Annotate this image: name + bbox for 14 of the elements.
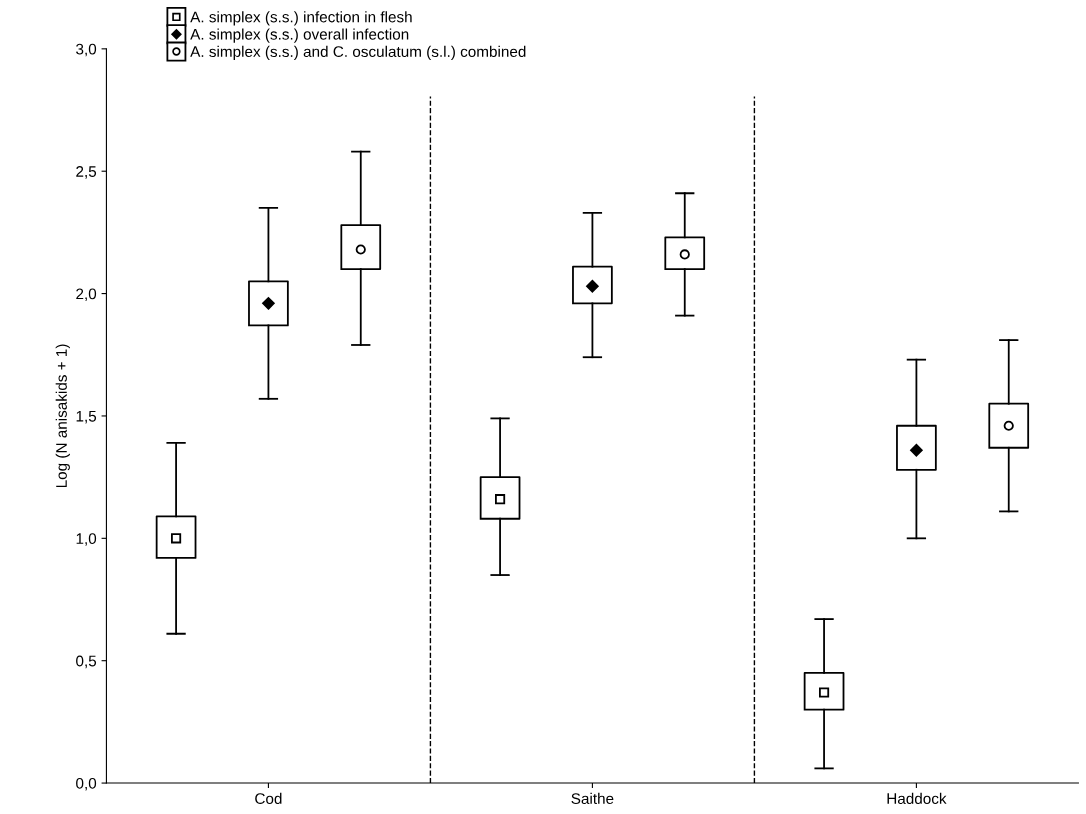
x-tick-label: Cod — [255, 792, 282, 805]
x-tick-label: Haddock — [887, 792, 947, 805]
y-tick-label: 2,5 — [76, 166, 97, 179]
y-tick-label: 0,5 — [76, 655, 97, 669]
y-tick-label: 1,0 — [76, 533, 97, 546]
legend-label: A. simplex (s.s.) infection in flesh — [190, 11, 412, 26]
x-tick-label: Saithe — [571, 792, 614, 805]
y-axis-title: Log (N anisakids + 1) — [55, 344, 70, 488]
y-tick-label: 3,0 — [76, 43, 97, 57]
legend-label: A. simplex (s.s.) and C. osculatum (s.l.) combined — [190, 45, 526, 61]
y-tick-label: 0,0 — [76, 777, 97, 791]
legend-label: A. simplex (s.s.) overall infection — [190, 28, 409, 43]
y-tick-label: 2,0 — [76, 288, 97, 302]
y-tick-label: 1,5 — [76, 410, 97, 424]
